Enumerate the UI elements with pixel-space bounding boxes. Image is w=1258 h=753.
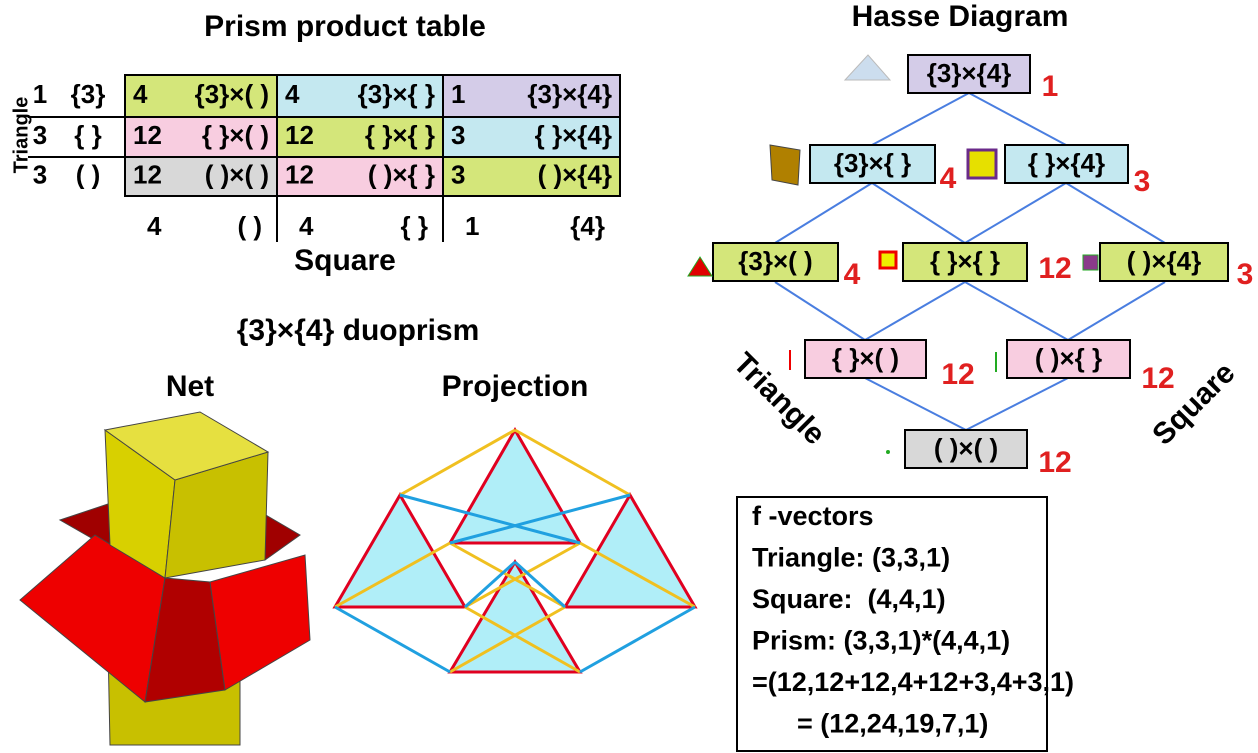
hasse-node-label: ( )×{4}: [1127, 246, 1201, 276]
hasse-node-label: ( )×( ): [934, 433, 998, 463]
icons: [687, 54, 1099, 454]
net-label: Net: [166, 370, 214, 403]
column-count: 4: [147, 211, 162, 241]
cell-label: ( )×{4}: [538, 159, 612, 189]
f-vector-box: [736, 496, 1048, 752]
cell: [442, 116, 621, 158]
hasse-node-label: ( )×{ }: [1035, 343, 1102, 373]
cell: [124, 74, 278, 118]
cell-label: {3}×{4}: [527, 79, 612, 109]
row-symbol: ( ): [76, 159, 101, 189]
cell-count: 4: [133, 79, 148, 109]
hasse-title: Hasse Diagram: [852, 0, 1069, 33]
projection: [332, 426, 698, 674]
hasse-node-label: { }×( ): [832, 343, 899, 373]
f-vector-line: = (12,24,19,7,1): [752, 709, 988, 739]
hasse-node-count: 12: [1038, 252, 1071, 285]
cell-count: 12: [285, 159, 314, 189]
cell-label: ( )×( ): [205, 159, 269, 189]
cell: [442, 156, 621, 197]
cell-label: { }×{ }: [365, 120, 435, 150]
net: [19, 411, 311, 746]
column-count: 1: [465, 211, 479, 241]
row-symbol: { }: [74, 120, 101, 150]
hasse-node-count: 12: [1038, 446, 1071, 479]
f-vector-line: Prism: (3,3,1)*(4,4,1): [752, 626, 1010, 656]
hasse-node: [1006, 339, 1131, 379]
hasse-node-count: 3: [1134, 165, 1151, 198]
cell: [276, 74, 444, 118]
hasse-node-label: {3}×( ): [738, 246, 812, 276]
projection-label: Projection: [442, 370, 589, 403]
row-count: 1: [33, 79, 47, 109]
hasse-node: [904, 429, 1028, 469]
cell-label: { }×( ): [202, 120, 269, 150]
f-vector-line: =(12,12+12,4+12+3,4+3,1): [752, 667, 1074, 697]
hasse-node-label: { }×{4}: [1028, 148, 1105, 178]
hasse-nodes: {3}×{4} 1 {3}×{ } 4 { }×{4} 3 {3}×( ) 4 { }×{ } 1…: [712, 54, 1254, 479]
hasse-node-label: { }×{ }: [930, 246, 1000, 276]
hasse-node-count: 4: [844, 258, 861, 291]
cell: [124, 156, 278, 197]
hasse-node: [902, 242, 1028, 282]
hasse-node: [809, 144, 936, 184]
cell-count: 3: [451, 159, 465, 189]
column-symbol: { }: [401, 211, 428, 241]
product-table: 1 {3} 4 {3}×( ) 4 {3}×{ } 1 {3}×{4} 3 { } 12 { }×( …: [28, 74, 621, 242]
hasse-node-label: {3}×{ }: [834, 148, 911, 178]
hasse-node-count: 3: [1237, 258, 1254, 291]
f-vectors: f -vectors Triangle: (3,3,1) Square: (4,4,…: [752, 501, 1074, 739]
f-vector-line: f -vectors: [752, 501, 874, 531]
hasse-node-count: 1: [1042, 70, 1059, 103]
row-count: 3: [33, 120, 47, 150]
hasse-node: [1099, 242, 1229, 282]
cell-count: 1: [451, 79, 465, 109]
column-axis: Square: [294, 244, 396, 277]
column-symbol: ( ): [237, 211, 262, 241]
hasse-node: [712, 242, 839, 282]
hasse-node-count: 12: [1141, 362, 1174, 395]
f-vector-line: Triangle: (3,3,1): [752, 543, 950, 573]
column-count: 4: [299, 211, 314, 241]
column-symbol: {4}: [570, 211, 605, 241]
hasse-node: [1004, 144, 1129, 184]
hasse-node: [804, 339, 927, 379]
cell-count: 3: [451, 120, 465, 150]
table-title: Prism product table: [204, 10, 486, 43]
hasse-node-count: 12: [941, 358, 974, 391]
cell-label: {3}×{ }: [358, 79, 435, 109]
duoprism-title: {3}×{4} duoprism: [237, 314, 480, 347]
cell-label: { }×{4}: [535, 120, 612, 150]
cell-count: 4: [285, 79, 300, 109]
hasse-edges: [774, 92, 1166, 431]
f-vector-line: Square: (4,4,1): [752, 584, 946, 614]
row-symbol: {3}: [71, 79, 106, 109]
cell-count: 12: [133, 159, 162, 189]
hasse-node-count: 4: [940, 162, 957, 195]
hasse-node-label: {3}×{4}: [927, 58, 1012, 88]
cell-label: ( )×{ }: [368, 159, 435, 189]
row-count: 3: [33, 159, 47, 189]
cell-label: {3}×( ): [195, 79, 269, 109]
hasse-node: [907, 54, 1031, 94]
cell-count: 12: [133, 120, 162, 150]
row-axis: Triangle: [10, 97, 32, 174]
cell: [276, 156, 444, 197]
cell-count: 12: [285, 120, 314, 150]
